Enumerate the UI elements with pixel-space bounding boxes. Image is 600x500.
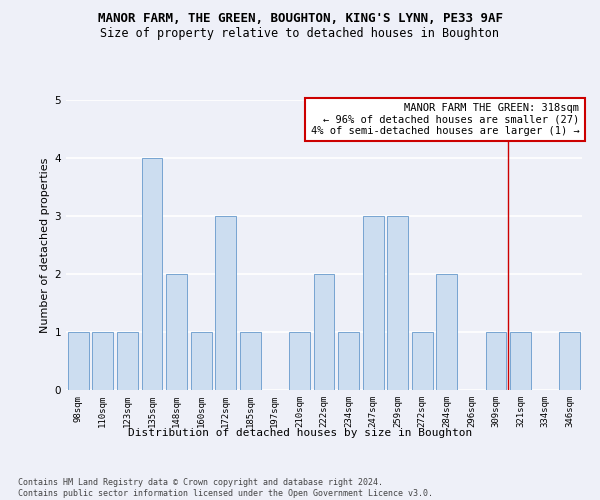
Bar xyxy=(387,216,408,390)
Text: MANOR FARM, THE GREEN, BOUGHTON, KING'S LYNN, PE33 9AF: MANOR FARM, THE GREEN, BOUGHTON, KING'S … xyxy=(97,12,503,26)
Bar xyxy=(68,332,89,390)
Bar xyxy=(510,332,531,390)
Bar xyxy=(314,274,334,390)
Bar xyxy=(215,216,236,390)
Bar xyxy=(166,274,187,390)
Text: MANOR FARM THE GREEN: 318sqm
← 96% of detached houses are smaller (27)
4% of sem: MANOR FARM THE GREEN: 318sqm ← 96% of de… xyxy=(311,103,580,136)
Bar xyxy=(412,332,433,390)
Bar xyxy=(92,332,113,390)
Text: Size of property relative to detached houses in Boughton: Size of property relative to detached ho… xyxy=(101,28,499,40)
Bar xyxy=(559,332,580,390)
Y-axis label: Number of detached properties: Number of detached properties xyxy=(40,158,50,332)
Bar xyxy=(436,274,457,390)
Bar xyxy=(289,332,310,390)
Text: Distribution of detached houses by size in Boughton: Distribution of detached houses by size … xyxy=(128,428,472,438)
Bar xyxy=(362,216,383,390)
Bar xyxy=(240,332,261,390)
Bar xyxy=(191,332,212,390)
Bar xyxy=(485,332,506,390)
Bar xyxy=(117,332,138,390)
Bar xyxy=(142,158,163,390)
Text: Contains HM Land Registry data © Crown copyright and database right 2024.
Contai: Contains HM Land Registry data © Crown c… xyxy=(18,478,433,498)
Bar xyxy=(338,332,359,390)
